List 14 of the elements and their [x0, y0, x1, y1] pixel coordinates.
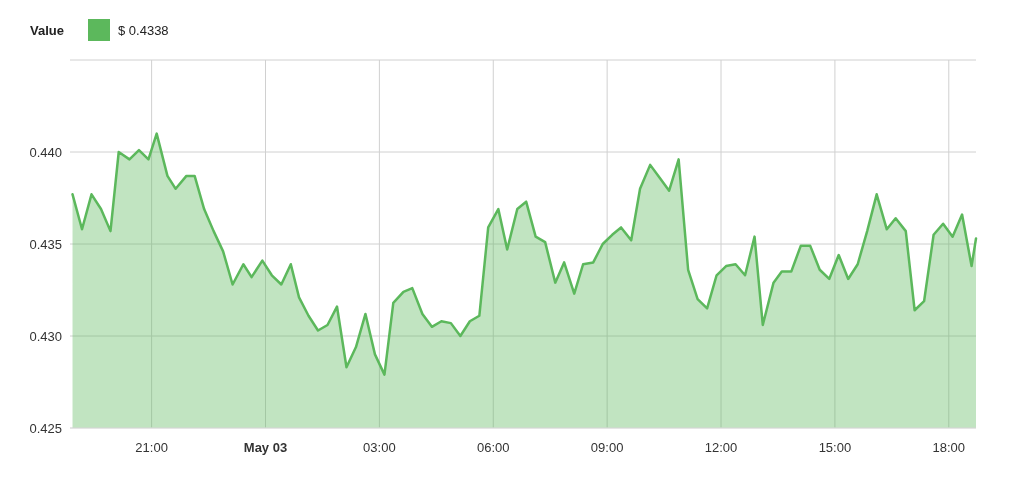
x-tick-label: 06:00	[476, 440, 510, 455]
y-tick-label: 0.440	[29, 144, 62, 160]
x-tick-label: 15:00	[818, 440, 852, 455]
x-tick-label: 12:00	[704, 440, 738, 455]
x-tick-label: 09:00	[590, 440, 624, 455]
y-tick-label: 0.430	[29, 328, 62, 344]
legend-label: $ 0.4338	[118, 22, 169, 38]
y-tick-label: 0.435	[29, 236, 62, 252]
y-tick-label: 0.425	[29, 420, 62, 436]
x-tick-label: May 03	[243, 440, 288, 455]
legend-title: Value	[30, 22, 64, 38]
x-tick-label: 03:00	[363, 440, 396, 455]
x-tick-label: 18:00	[932, 440, 966, 455]
x-tick-label: 21:00	[135, 440, 168, 455]
